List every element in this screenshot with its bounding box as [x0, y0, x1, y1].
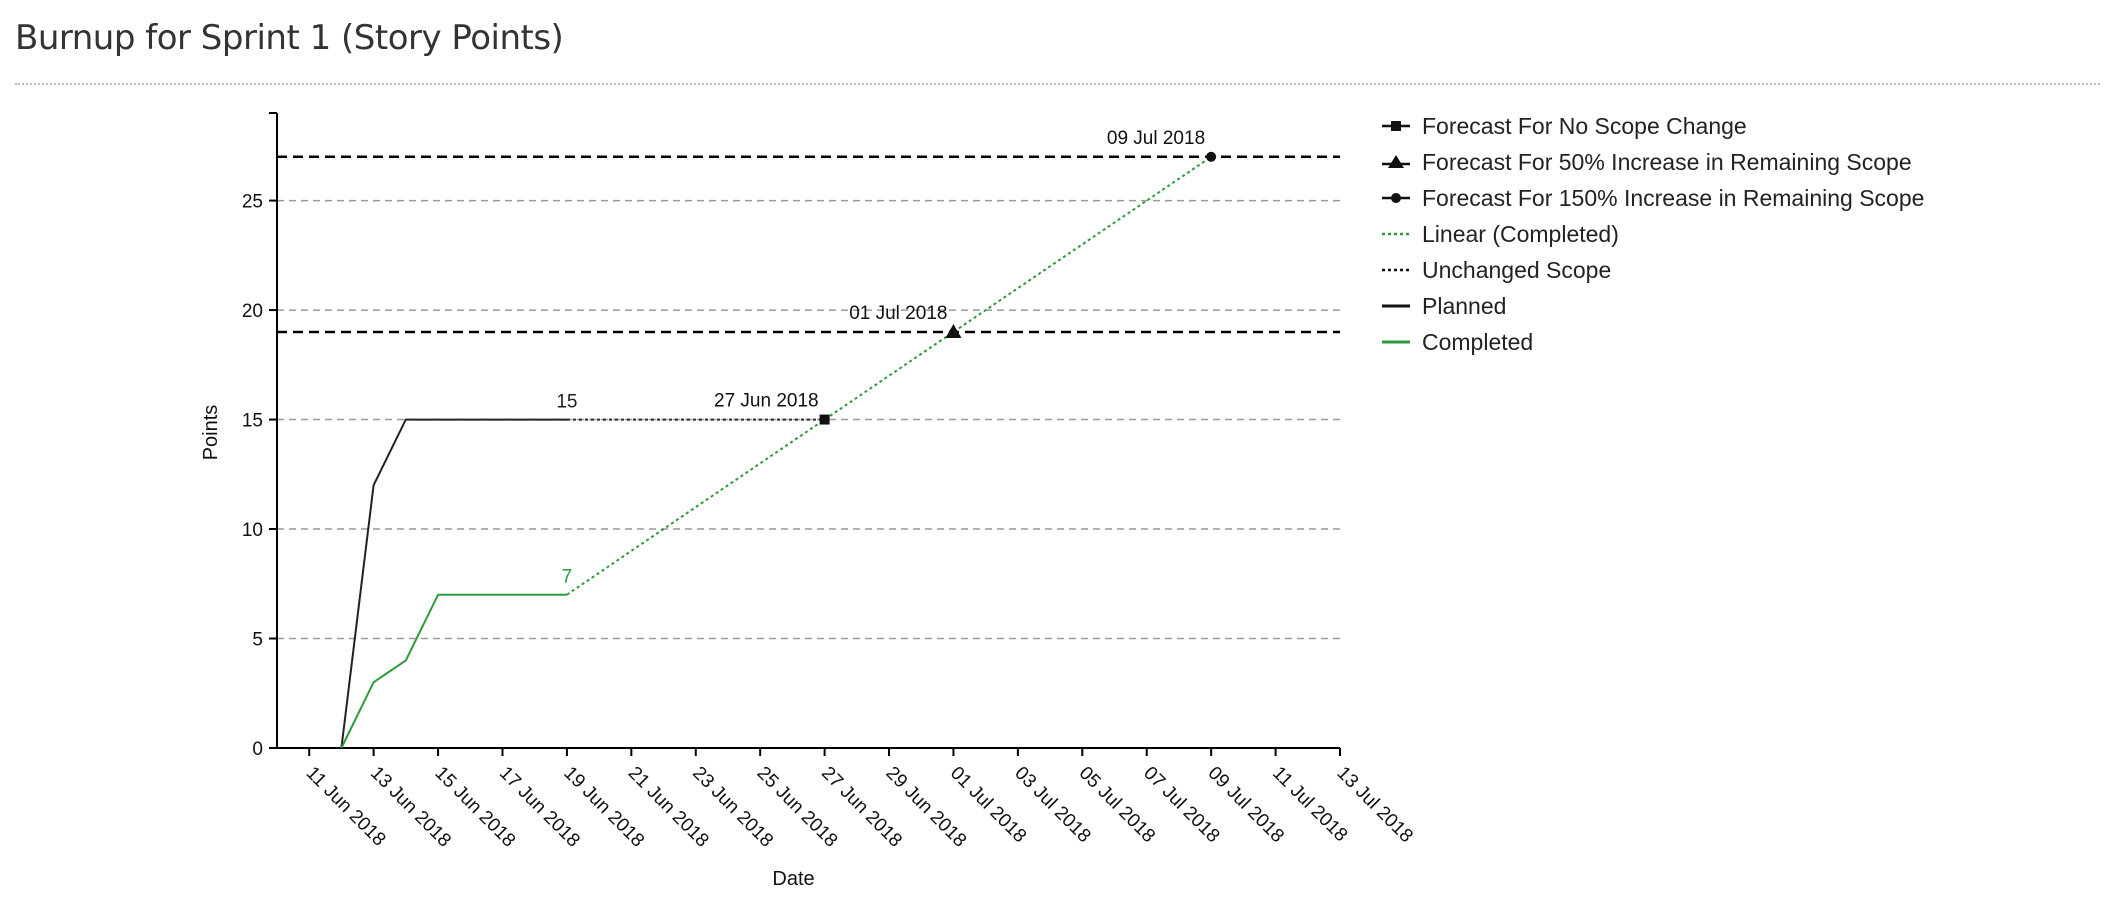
- y-tick-label: 10: [242, 520, 263, 541]
- legend-label: Unchanged Scope: [1422, 256, 1612, 283]
- series-planned: [340, 418, 567, 749]
- y-tick-label: 25: [242, 192, 263, 213]
- series: [340, 155, 1212, 749]
- forecast-markers: [819, 151, 1217, 425]
- legend-label: Forecast For 50% Increase in Remaining S…: [1422, 148, 1912, 175]
- forecast-date-label: 27 Jun 2018: [714, 391, 819, 412]
- series-end-label: 7: [562, 567, 573, 588]
- legend-item: Completed: [1380, 324, 1924, 360]
- legend-circle-symbol: [1382, 193, 1410, 203]
- y-tick-label: 5: [252, 630, 263, 651]
- forecast-square-marker: [819, 414, 830, 425]
- legend-square-symbol: [1382, 121, 1410, 131]
- chart-legend: Forecast For No Scope Change Forecast For…: [1380, 108, 1924, 360]
- legend-line-green-symbol: [1382, 340, 1410, 344]
- legend-line-black-symbol: [1382, 304, 1410, 308]
- legend-dotted-black-symbol: [1382, 268, 1410, 272]
- legend-label: Forecast For No Scope Change: [1422, 112, 1747, 139]
- legend-item: Forecast For 50% Increase in Remaining S…: [1380, 144, 1924, 180]
- title-divider: [15, 83, 2100, 85]
- legend-label: Forecast For 150% Increase in Remaining …: [1422, 184, 1925, 211]
- x-axis-title: Date: [772, 868, 814, 890]
- legend-label: Linear (Completed): [1422, 220, 1619, 247]
- series-linear-completed: [566, 155, 1212, 596]
- legend-item: Forecast For 150% Increase in Remaining …: [1380, 180, 1924, 216]
- forecast-triangle-marker: [945, 323, 962, 338]
- y-tick-label: 20: [242, 301, 263, 322]
- data-labels: 15 7 27 Jun 2018 01 Jul 2018 09 Jul 2018: [556, 128, 1205, 588]
- legend-label: Planned: [1422, 292, 1507, 319]
- legend-item: Forecast For No Scope Change: [1380, 108, 1924, 144]
- legend-item: Linear (Completed): [1380, 216, 1924, 252]
- legend-item: Planned: [1380, 288, 1924, 324]
- forecast-date-label: 01 Jul 2018: [849, 303, 947, 324]
- legend-dotted-green-symbol: [1382, 232, 1410, 236]
- series-completed: [340, 593, 567, 749]
- series-end-label: 15: [556, 392, 577, 413]
- legend-triangle-symbol: [1382, 155, 1410, 168]
- legend-item: Unchanged Scope: [1380, 252, 1924, 288]
- y-axis-title: Points: [200, 405, 222, 461]
- y-tick-label: 15: [242, 411, 263, 432]
- legend-label: Completed: [1422, 328, 1534, 355]
- page-title: Burnup for Sprint 1 (Story Points): [15, 18, 564, 58]
- forecast-date-label: 09 Jul 2018: [1107, 128, 1205, 149]
- y-tick-label: 0: [252, 739, 263, 760]
- forecast-circle-marker: [1206, 151, 1217, 162]
